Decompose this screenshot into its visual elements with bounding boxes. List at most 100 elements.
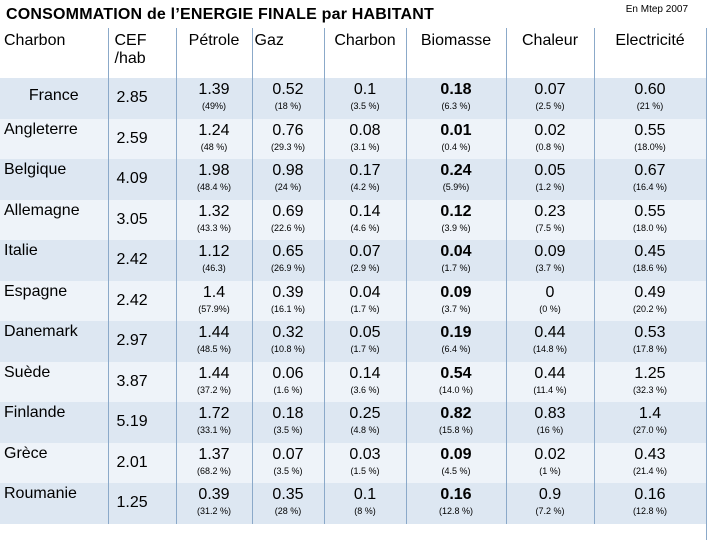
cell-value: 0.69 <box>272 202 304 220</box>
header-cef: CEF /hab <box>108 28 177 78</box>
cell-percent: (14.8 %) <box>532 344 567 354</box>
table-cell: 1.25 (32.3 %) <box>594 361 707 402</box>
cell-value: 0.60 <box>634 81 666 98</box>
cef-value: 2.97 <box>108 321 177 362</box>
cell-percent: (3.7 %) <box>441 303 471 314</box>
table-row: Angleterre 2.59 1.24 (48 %) 0.76 (29.3 %) 0.08… <box>0 118 707 159</box>
unit-note: En Mtep 2007 <box>625 4 688 15</box>
cell-percent: (1.6 %) <box>273 384 303 395</box>
cell-value: 0.67 <box>634 162 666 179</box>
cell-percent: (1.7 %) <box>350 344 380 354</box>
table-cell: 0.25 (4.8 %) <box>324 402 407 443</box>
cell-value: 0.55 <box>634 202 666 220</box>
table-cell: 0.9 (7.2 %) <box>506 483 595 524</box>
cell-percent: (48.4 %) <box>196 182 231 192</box>
cell-value: 0.02 <box>534 121 566 139</box>
cell-percent: (3.5 %) <box>350 101 380 111</box>
cell-percent: (1.7 %) <box>350 303 380 314</box>
cell-value: 0.24 <box>440 162 472 179</box>
cell-percent: (48.5 %) <box>196 344 231 354</box>
cell-value: 1.4 <box>638 405 662 422</box>
cell-value: 0.07 <box>272 445 304 463</box>
country-name: Italie <box>0 240 109 281</box>
cell-percent: (22.6 %) <box>270 222 305 233</box>
table-cell: 0.02 (0.8 %) <box>506 118 595 159</box>
cell-value: 1.12 <box>198 243 230 260</box>
table-cell: 0.07 (3.5 %) <box>252 442 325 483</box>
cell-value: 1.37 <box>198 445 230 463</box>
table-cell: 1.37 (68.2 %) <box>176 442 253 483</box>
table-cell: 0.14 (4.6 %) <box>324 199 407 240</box>
cell-percent: (0 %) <box>539 303 561 314</box>
cell-value: 0.65 <box>272 243 304 260</box>
table-cell: 0.17 (4.2 %) <box>324 159 407 200</box>
table-cell: 0.1 (3.5 %) <box>324 78 407 119</box>
table-cell: 0.76 (29.3 %) <box>252 118 325 159</box>
cell-value: 0.44 <box>534 324 566 341</box>
table-row: Finlande 5.19 1.72 (33.1 %) 0.18 (3.5 %) 0.25 (… <box>0 402 707 443</box>
header-country: Charbon <box>0 28 109 78</box>
table-cell: 0.19 (6.4 %) <box>406 321 507 362</box>
cell-value: 1.44 <box>198 364 230 382</box>
cell-percent: (20.2 %) <box>632 303 667 314</box>
table-cell: 0.43 (21.4 %) <box>594 442 707 483</box>
cell-percent: (12.8 %) <box>632 506 667 516</box>
cell-percent: (16.4 %) <box>632 182 667 192</box>
table-cell: 0.01 (0.4 %) <box>406 118 507 159</box>
table-cell: 0.09 (4.5 %) <box>406 442 507 483</box>
cell-value: 0.16 <box>634 486 666 503</box>
cell-value: 0.17 <box>349 162 381 179</box>
table-row: Italie 2.42 1.12 (46.3) 0.65 (26.9 %) 0.07 (2.9… <box>0 240 707 281</box>
cell-value: 0.18 <box>272 405 304 422</box>
table-cell: 0 (0 %) <box>506 280 595 321</box>
cell-percent: (43.3 %) <box>196 222 231 233</box>
table-cell: 0.39 (31.2 %) <box>176 483 253 524</box>
country-name: Suède <box>0 361 109 402</box>
header-row: Charbon CEF /hab Pétrole Gaz Charbon Bio… <box>0 28 707 78</box>
country-name: Roumanie <box>0 483 109 524</box>
cell-percent: (4.5 %) <box>441 465 471 476</box>
cell-percent: (6.3 %) <box>441 101 471 111</box>
cell-value: 0.09 <box>440 283 472 301</box>
table-cell: 1.72 (33.1 %) <box>176 402 253 443</box>
table-cell: 0.52 (18 %) <box>252 78 325 119</box>
table-cell: 0.82 (15.8 %) <box>406 402 507 443</box>
header-cef-line2: /hab <box>114 50 146 67</box>
table-cell: 0.39 (16.1 %) <box>252 280 325 321</box>
country-name: Angleterre <box>0 118 109 159</box>
table-row: Allemagne 3.05 1.32 (43.3 %) 0.69 (22.6 %) 0.1… <box>0 199 707 240</box>
table-cell: 0.53 (17.8 %) <box>594 321 707 362</box>
cell-percent: (3.5 %) <box>273 465 303 476</box>
cell-value: 0.35 <box>272 486 304 503</box>
country-name: Allemagne <box>0 199 109 240</box>
cell-percent: (1.5 %) <box>350 465 380 476</box>
table-cell: 0.18 (6.3 %) <box>406 78 507 119</box>
table-cell: 0.44 (11.4 %) <box>506 361 595 402</box>
cell-percent: (8 %) <box>354 506 376 516</box>
cell-percent: (10.8 %) <box>270 344 305 354</box>
cell-percent: (11.4 %) <box>533 384 567 395</box>
cell-percent: (12.8 %) <box>438 506 473 516</box>
cell-percent: (14.0 %) <box>438 384 473 395</box>
table-cell: 1.4 (27.0 %) <box>594 402 707 443</box>
table-cell: 0.16 (12.8 %) <box>406 483 507 524</box>
cell-value: 0.39 <box>198 486 230 503</box>
cell-value: 0.82 <box>440 405 472 422</box>
cef-value: 3.87 <box>108 361 177 402</box>
cell-percent: (29.3 %) <box>270 141 305 152</box>
table-cell: 1.98 (48.4 %) <box>176 159 253 200</box>
cell-value: 1.24 <box>198 121 230 139</box>
cell-value: 0.08 <box>349 121 381 139</box>
cef-value: 2.42 <box>108 240 177 281</box>
cell-value: 0.45 <box>634 243 666 260</box>
cell-value: 1.44 <box>198 324 230 341</box>
country-name: Grèce <box>0 442 109 483</box>
table-cell: 0.04 (1.7 %) <box>406 240 507 281</box>
country-name: Belgique <box>0 159 109 200</box>
table-cell: 0.06 (1.6 %) <box>252 361 325 402</box>
table-cell: 0.45 (18.6 %) <box>594 240 707 281</box>
table-cell: 0.03 (1.5 %) <box>324 442 407 483</box>
cell-value: 0.98 <box>272 162 304 179</box>
cell-value: 0.06 <box>272 364 304 382</box>
cell-percent: (7.2 %) <box>535 506 565 516</box>
